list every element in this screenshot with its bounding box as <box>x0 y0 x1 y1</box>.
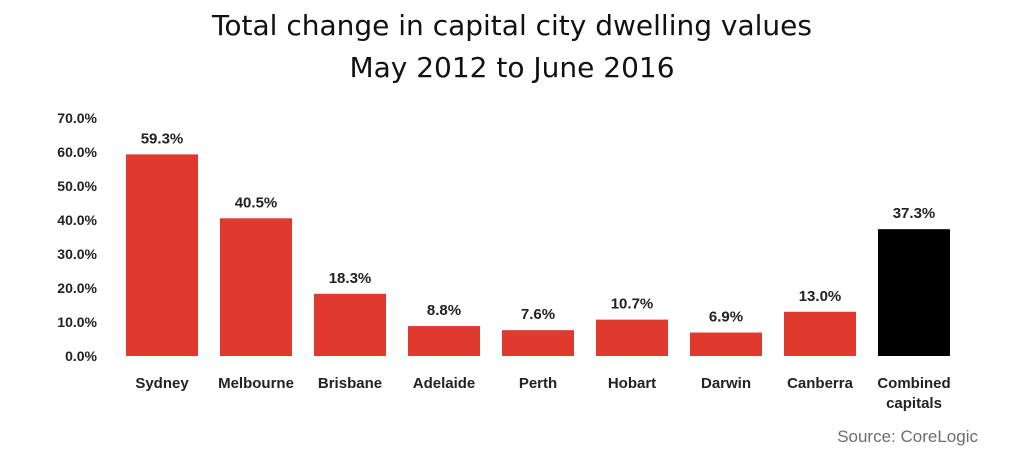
x-tick-label: Brisbane <box>318 375 382 392</box>
data-label: 7.6% <box>521 306 555 323</box>
bar-brisbane <box>314 293 386 356</box>
data-label: 18.3% <box>329 270 372 287</box>
y-tick-label: 10.0% <box>57 314 97 330</box>
y-tick-label: 70.0% <box>57 110 97 126</box>
data-label: 40.5% <box>235 194 278 211</box>
bar-hobart <box>596 319 668 356</box>
y-tick-label: 60.0% <box>57 144 97 160</box>
y-tick-label: 20.0% <box>57 280 97 296</box>
x-tick-label: capitals <box>886 395 942 412</box>
y-tick-label: 40.0% <box>57 212 97 228</box>
y-tick-label: 50.0% <box>57 178 97 194</box>
chart-subtitle: May 2012 to June 2016 <box>349 51 675 84</box>
data-label: 6.9% <box>709 309 743 326</box>
bar-melbourne <box>220 218 292 356</box>
x-tick-label: Adelaide <box>413 375 476 392</box>
chart-title: Total change in capital city dwelling va… <box>212 9 812 42</box>
x-tick-label: Canberra <box>787 375 854 392</box>
bar-adelaide <box>408 326 480 356</box>
bar-perth <box>502 330 574 356</box>
x-tick-label: Combined <box>877 375 950 392</box>
data-label: 8.8% <box>427 302 461 319</box>
bar-sydney <box>126 154 198 356</box>
y-tick-label: 30.0% <box>57 246 97 262</box>
data-label: 37.3% <box>893 205 936 222</box>
data-label: 59.3% <box>141 130 184 147</box>
x-tick-label: Melbourne <box>218 375 294 392</box>
data-label: 13.0% <box>799 288 842 305</box>
source-note: Source: CoreLogic <box>837 427 978 446</box>
x-tick-label: Perth <box>519 375 557 392</box>
bar-darwin <box>690 332 762 356</box>
bar-canberra <box>784 311 856 356</box>
x-tick-label: Darwin <box>701 375 751 392</box>
y-tick-label: 0.0% <box>65 348 97 364</box>
data-label: 10.7% <box>611 296 654 313</box>
x-tick-label: Sydney <box>135 375 189 392</box>
x-tick-label: Hobart <box>608 375 656 392</box>
bar-combined-capitals <box>878 229 950 356</box>
